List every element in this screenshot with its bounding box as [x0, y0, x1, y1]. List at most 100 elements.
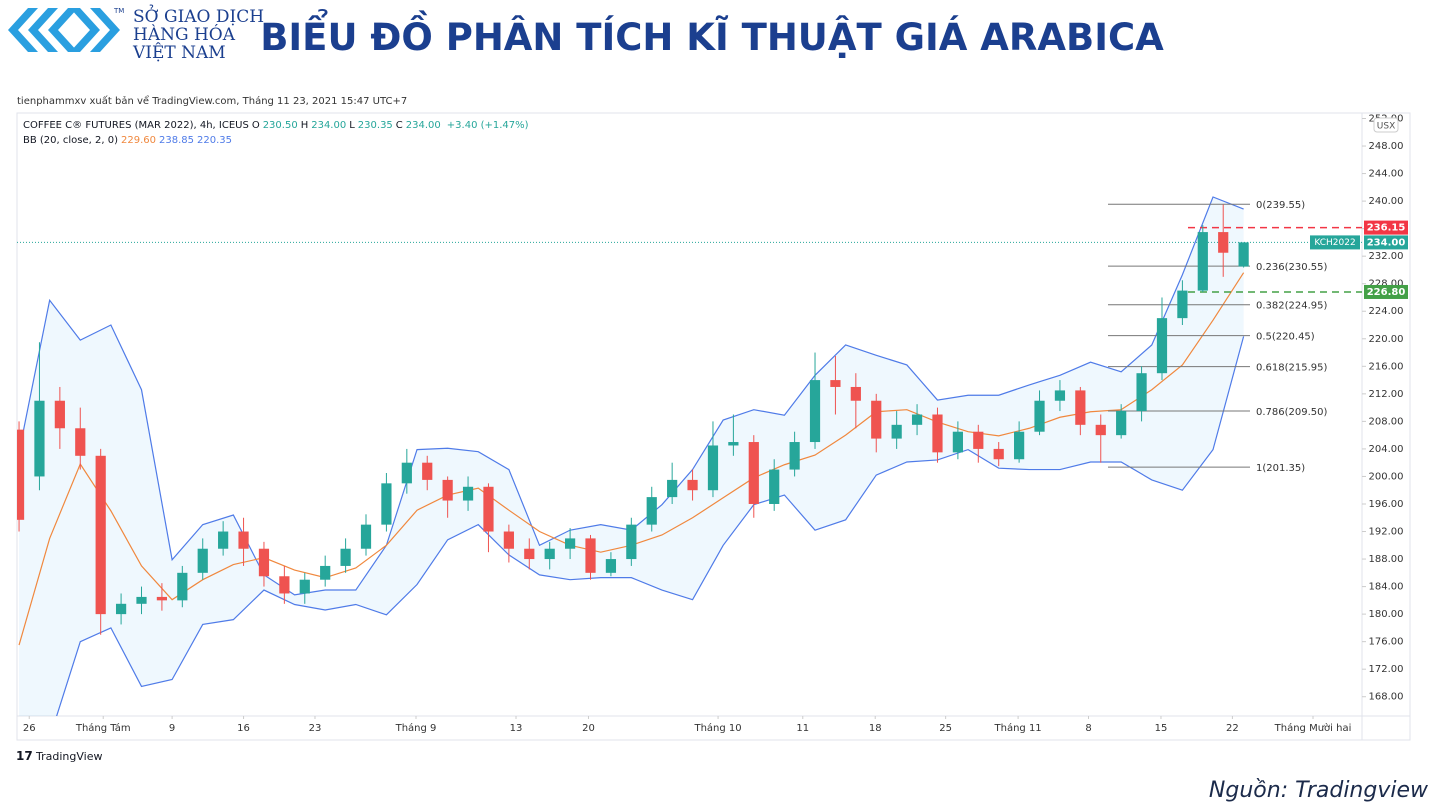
candle-body [17, 429, 25, 520]
fib-label: 0.5(220.45) [1256, 332, 1315, 343]
x-tick-label: 23 [309, 723, 322, 734]
candle-body [952, 431, 963, 453]
legend-row: BB (20, close, 2, 0) 229.60 238.85 220.35 [23, 133, 532, 148]
x-tick-label: 8 [1085, 723, 1091, 734]
candle-body [462, 486, 474, 501]
candle-body [442, 479, 453, 501]
y-tick-label: 216.00 [1369, 361, 1404, 372]
axes: 168.00 172.00 176.00 180.00 184.00 188.00 192.… [23, 114, 1408, 734]
plot-area [17, 196, 1362, 716]
candle-body [544, 548, 555, 560]
x-tick-label: 11 [796, 723, 809, 734]
ohlc: O 230.50 H 234.00 L 230.35 C 234.00 [252, 120, 444, 131]
candle-body [177, 572, 188, 601]
fib-label: 0.382(224.95) [1256, 301, 1328, 312]
candle-body [789, 442, 800, 470]
candle-body [75, 428, 86, 456]
legend: COFFEE C® FUTURES (MAR 2022), 4h, ICEUS O… [23, 118, 532, 148]
candle-body [136, 596, 147, 604]
candle-body [585, 538, 596, 573]
x-tick-label: Tháng Tám [75, 722, 131, 734]
candle-body [830, 380, 841, 387]
x-tick-label: Tháng Mười hai [1274, 722, 1352, 734]
price-tag-label: 234.00 [1367, 237, 1406, 248]
candle-body [401, 462, 412, 484]
candle-body [54, 400, 65, 429]
candle-body [115, 603, 127, 615]
candle-body [1054, 390, 1066, 401]
candle-body [932, 414, 943, 453]
publisher: tienphammxv xuất bản vể TradingView.com,… [17, 94, 407, 107]
band-fill [19, 196, 1244, 716]
candle-body [605, 559, 617, 573]
candle-body [973, 431, 984, 449]
fib-label: 1(201.35) [1256, 463, 1305, 474]
ohlc-name: C [395, 120, 403, 131]
candle-body [565, 538, 576, 549]
candle-body [911, 414, 923, 425]
symbol-tag [1310, 235, 1360, 250]
ohlc-value: 230.50 [262, 120, 298, 131]
candle-body [748, 442, 759, 504]
level-tag-label: 236.15 [1367, 223, 1406, 234]
candle-body [626, 524, 637, 560]
x-tick-label: 13 [510, 723, 523, 734]
x-tick-label: 15 [1155, 723, 1168, 734]
candle-body [34, 400, 45, 477]
candle-body [707, 445, 719, 491]
y-tick-label: 232.00 [1369, 251, 1404, 262]
x-tick-label: 22 [1226, 723, 1239, 734]
ohlc-value: 234.00 [405, 120, 441, 131]
y-tick-label: 244.00 [1369, 169, 1404, 180]
symbol-info: COFFEE C® FUTURES (MAR 2022), 4h, ICEUS [23, 120, 249, 131]
candle-body [891, 424, 902, 439]
x-tick-label: 20 [582, 723, 595, 734]
x-tick-label: 16 [237, 723, 250, 734]
candle-body [524, 548, 535, 560]
candle-body [320, 565, 331, 580]
candle-body [503, 531, 514, 549]
symbol-tag-label: KCH2022 [1314, 238, 1355, 248]
candle-body [1014, 431, 1025, 460]
y-tick-label: 172.00 [1369, 664, 1404, 675]
y-tick-label: 240.00 [1369, 196, 1404, 207]
y-tick-label: 168.00 [1369, 692, 1404, 703]
page-title: BIỂU ĐỒ PHÂN TÍCH KĨ THUẬT GIÁ ARABICA [260, 9, 1164, 59]
y-unit: USX [1377, 122, 1395, 132]
candle-body [340, 548, 351, 566]
candle-body [483, 486, 494, 532]
unit-box [1373, 117, 1399, 133]
candle-body [1075, 390, 1086, 425]
candle-body [218, 531, 229, 549]
candle-body [667, 479, 678, 498]
logo [8, 8, 120, 52]
logo-line: HÀNG HÓA [133, 24, 236, 45]
source: Nguồn: Tradingview [1209, 778, 1429, 803]
logo-tm: TM [113, 7, 124, 15]
x-tick-label: Tháng 11 [994, 722, 1042, 734]
candle-body [299, 579, 310, 594]
fib-label: 0.236(230.55) [1256, 262, 1328, 273]
y-tick-label: 188.00 [1369, 554, 1404, 565]
candle-body [422, 462, 433, 480]
y-tick-label: 208.00 [1369, 416, 1404, 427]
level-tag [1364, 220, 1408, 235]
y-tick-label: 220.00 [1369, 334, 1404, 345]
ohlc-value: 230.35 [357, 120, 393, 131]
y-tick-label: 204.00 [1369, 444, 1404, 455]
candle-body [197, 548, 208, 573]
change: +3.40 (+1.47%) [446, 120, 529, 131]
x-tick-label: Tháng 9 [395, 722, 437, 734]
y-tick-label: 196.00 [1369, 499, 1404, 510]
candle-body [156, 596, 168, 601]
tv-icon: 17 [16, 749, 33, 763]
ohlc-value: 234.00 [311, 120, 347, 131]
candle-body [1034, 400, 1045, 432]
candle-body [381, 483, 392, 525]
indicator-value: 229.60 [120, 135, 156, 146]
y-tick-label: 248.00 [1369, 141, 1404, 152]
legend-row: COFFEE C® FUTURES (MAR 2022), 4h, ICEUS O… [23, 118, 532, 133]
ohlc-name: H [300, 120, 309, 131]
candle-body [1197, 232, 1208, 291]
